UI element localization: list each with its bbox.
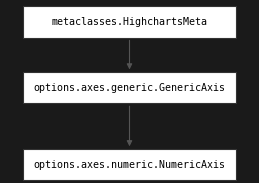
FancyBboxPatch shape (23, 6, 236, 38)
Text: metaclasses.HighchartsMeta: metaclasses.HighchartsMeta (52, 17, 207, 27)
FancyBboxPatch shape (23, 72, 236, 103)
Text: options.axes.numeric.NumericAxis: options.axes.numeric.NumericAxis (33, 160, 226, 170)
FancyBboxPatch shape (23, 149, 236, 180)
Text: options.axes.generic.GenericAxis: options.axes.generic.GenericAxis (33, 83, 226, 93)
